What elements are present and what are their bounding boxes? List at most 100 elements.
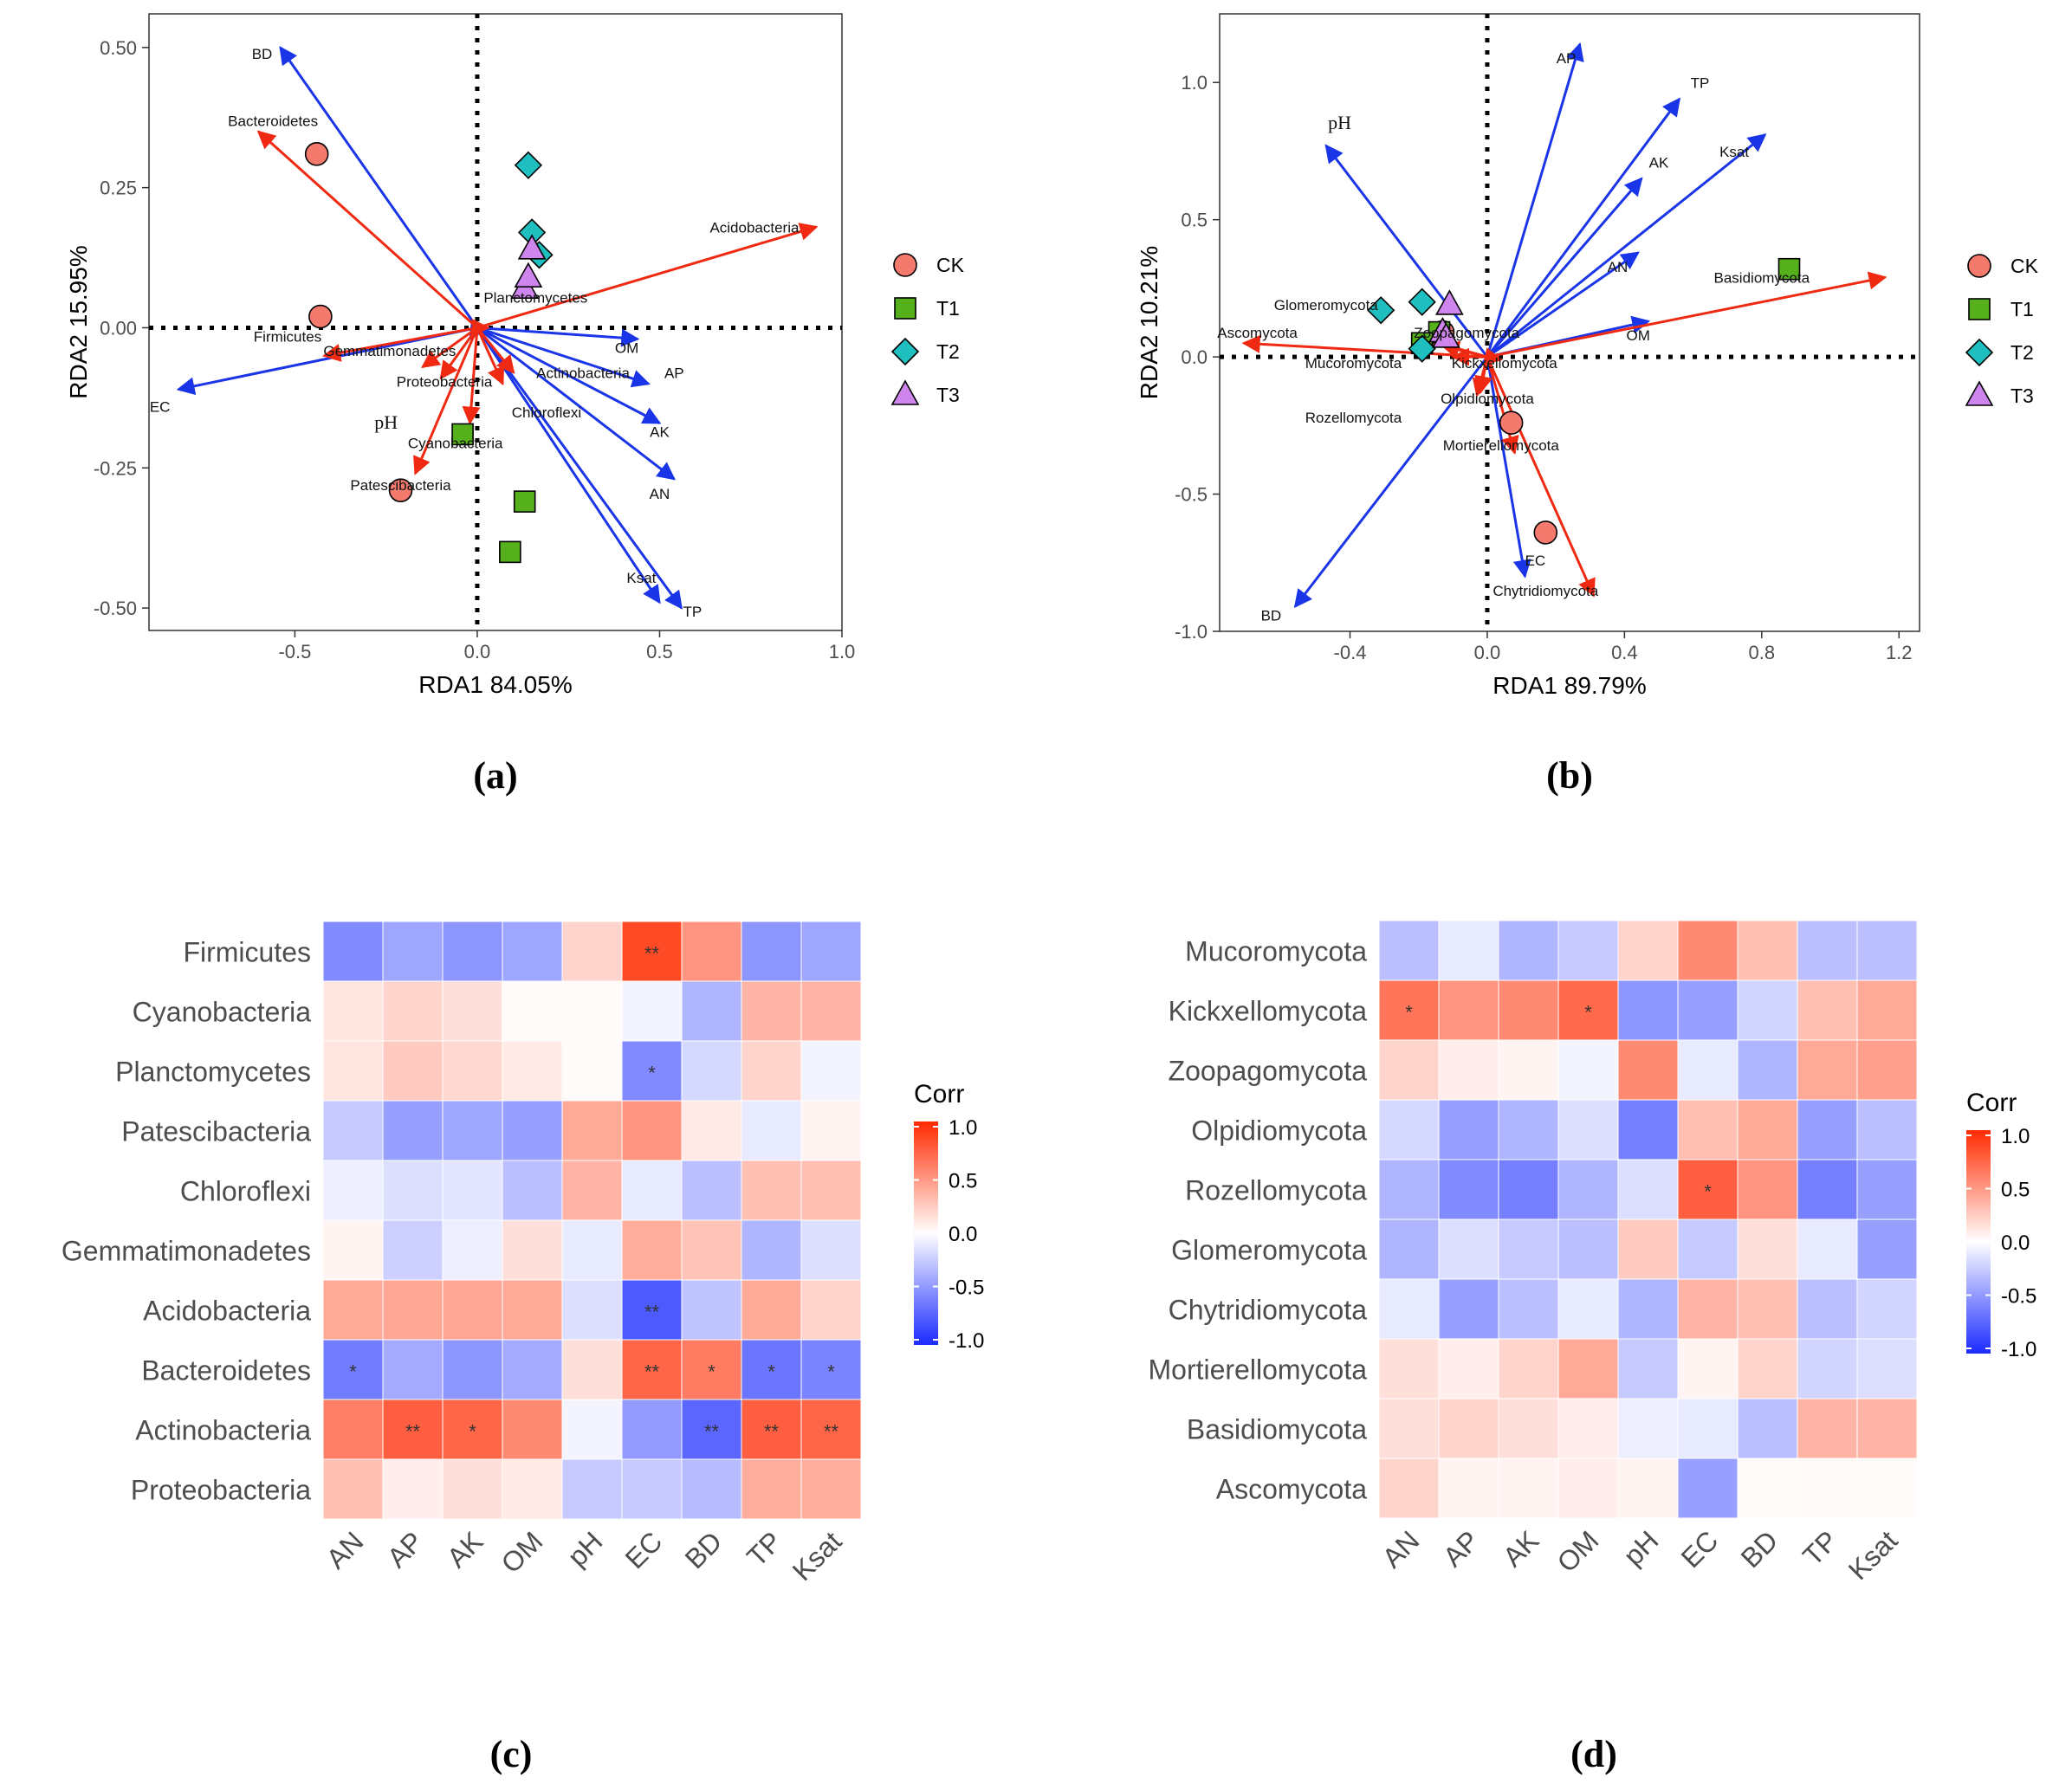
x-tick-label: -0.4 bbox=[1334, 642, 1367, 663]
panel-label: (c) bbox=[490, 1733, 533, 1775]
legend-title: Corr bbox=[914, 1080, 964, 1109]
taxa-label-rozellomycota: Rozellomycota bbox=[1305, 410, 1402, 426]
legend-label-ck: CK bbox=[2010, 255, 2039, 277]
env-label-ec: EC bbox=[1525, 553, 1546, 569]
heat-cell-mucoromycota-ksat bbox=[1856, 920, 1918, 981]
heat-cell-firmicutes-ak bbox=[442, 921, 503, 982]
heat-cell-mortierellomycota-bd bbox=[1737, 1338, 1798, 1399]
heat-cell-chytridiomycota-ap bbox=[1438, 1278, 1499, 1340]
heat-cell-bacteroidetes-ap bbox=[382, 1339, 444, 1400]
significance-mark: * bbox=[1405, 1002, 1413, 1024]
legend-label-t2: T2 bbox=[2010, 341, 2034, 364]
heat-cell-firmicutes-ec bbox=[621, 921, 683, 982]
y-tick-label: 1.0 bbox=[1181, 72, 1208, 94]
x-tick-label: 1.0 bbox=[829, 641, 856, 663]
heat-cell-mucoromycota-an bbox=[1378, 920, 1440, 981]
heat-cell-proteobacteria-bd bbox=[681, 1458, 742, 1520]
row-label-gemmatimonadetes: Gemmatimonadetes bbox=[62, 1236, 311, 1267]
heat-cell-chytridiomycota-ak bbox=[1498, 1278, 1559, 1340]
heat-cell-chloroflexi-tp bbox=[741, 1160, 802, 1221]
significance-mark: * bbox=[767, 1361, 775, 1383]
env-label-an: AN bbox=[650, 486, 670, 502]
significance-mark: ** bbox=[644, 1302, 660, 1323]
x-tick-label: 0.8 bbox=[1749, 642, 1776, 663]
heat-cell-ascomycota-om bbox=[1557, 1458, 1619, 1519]
col-label-ak: AK bbox=[1497, 1524, 1545, 1573]
x-tick-label: 0.4 bbox=[1611, 642, 1638, 663]
heat-cell-rozellomycota-an bbox=[1378, 1159, 1440, 1220]
col-label-ksat: Ksat bbox=[1842, 1524, 1904, 1586]
heat-cell-basidiomycota-ph bbox=[1617, 1398, 1679, 1459]
col-label-ph: pH bbox=[561, 1525, 608, 1572]
heat-cell-mortierellomycota-tp bbox=[1797, 1338, 1858, 1399]
heat-cell-bacteroidetes-ph bbox=[561, 1339, 623, 1400]
heat-cell-chytridiomycota-an bbox=[1378, 1278, 1440, 1340]
heat-cell-chloroflexi-bd bbox=[681, 1160, 742, 1221]
heat-cell-olpidiomycota-ak bbox=[1498, 1099, 1559, 1160]
heat-cell-planctomycetes-ak bbox=[442, 1040, 503, 1102]
env-label-tp: TP bbox=[1691, 75, 1710, 92]
heat-cell-cyanobacteria-ak bbox=[442, 980, 503, 1042]
taxa-arrow-mortierellomycota bbox=[1486, 356, 1519, 456]
heat-cell-basidiomycota-ec bbox=[1677, 1398, 1739, 1459]
heat-cell-mortierellomycota-ksat bbox=[1856, 1338, 1918, 1399]
heat-cell-chloroflexi-ec bbox=[621, 1160, 683, 1221]
row-label-planctomycetes: Planctomycetes bbox=[115, 1057, 311, 1088]
heat-cell-ascomycota-ksat bbox=[1856, 1458, 1918, 1519]
taxa-label-planctomycetes: Planctomycetes bbox=[483, 289, 587, 306]
heat-cell-zoopagomycota-ph bbox=[1617, 1039, 1679, 1101]
heat-cell-chytridiomycota-ksat bbox=[1856, 1278, 1918, 1340]
heat-cell-ascomycota-tp bbox=[1797, 1458, 1858, 1519]
heat-cell-gemmatimonadetes-ap bbox=[382, 1219, 444, 1281]
taxa-label-chloroflexi: Chloroflexi bbox=[512, 404, 581, 421]
taxa-arrow-patescibacteria bbox=[413, 326, 479, 475]
heat-cell-planctomycetes-ec bbox=[621, 1040, 683, 1102]
env-arrow-ph bbox=[1324, 144, 1489, 359]
heat-cell-chytridiomycota-tp bbox=[1797, 1278, 1858, 1340]
row-label-mucoromycota: Mucoromycota bbox=[1185, 936, 1367, 967]
heat-cell-acidobacteria-ph bbox=[561, 1279, 623, 1341]
taxa-arrow-bacteroidetes bbox=[256, 130, 478, 329]
heat-cell-actinobacteria-ak bbox=[442, 1399, 503, 1460]
heat-cell-chytridiomycota-ec bbox=[1677, 1278, 1739, 1340]
colorbar-tick-label: -0.5 bbox=[2001, 1285, 2036, 1309]
legend-key-t1 bbox=[894, 297, 916, 320]
heat-cell-basidiomycota-ap bbox=[1438, 1398, 1499, 1459]
panel-label: (b) bbox=[1546, 754, 1593, 797]
heat-cell-bacteroidetes-ec bbox=[621, 1339, 683, 1400]
point-t3 bbox=[1435, 289, 1464, 315]
heat-cell-gemmatimonadetes-ak bbox=[442, 1219, 503, 1281]
point-t3 bbox=[1432, 322, 1460, 348]
heat-cell-chytridiomycota-om bbox=[1557, 1278, 1619, 1340]
env-label-ap: AP bbox=[1557, 50, 1577, 67]
significance-mark: * bbox=[1584, 1002, 1592, 1024]
heat-cell-rozellomycota-ap bbox=[1438, 1159, 1499, 1220]
env-label-ec: EC bbox=[150, 399, 171, 416]
heat-cell-actinobacteria-ksat bbox=[800, 1399, 862, 1460]
taxa-label-kickxellomycota: Kickxellomycota bbox=[1452, 355, 1557, 372]
y-tick-label: 0.0 bbox=[1181, 346, 1208, 368]
legend-label-t3: T3 bbox=[2010, 385, 2034, 407]
heat-cell-rozellomycota-ksat bbox=[1856, 1159, 1918, 1220]
heat-cell-cyanobacteria-bd bbox=[681, 980, 742, 1042]
env-label-ph: pH bbox=[374, 411, 398, 433]
env-arrow-an bbox=[1486, 251, 1640, 359]
heat-cell-actinobacteria-an bbox=[322, 1399, 384, 1460]
heat-cell-mortierellomycota-ap bbox=[1438, 1338, 1499, 1399]
colorbar-tick-label: 0.5 bbox=[949, 1170, 977, 1193]
env-arrow-ksat bbox=[1486, 133, 1767, 359]
point-ck bbox=[304, 142, 329, 166]
colorbar-tick-label: 1.0 bbox=[949, 1116, 977, 1140]
heat-cell-actinobacteria-om bbox=[502, 1399, 563, 1460]
legend-key-t3 bbox=[890, 379, 920, 405]
env-arrow-tp bbox=[476, 326, 683, 610]
colorbar-tick-label: -1.0 bbox=[949, 1329, 984, 1353]
heat-cell-cyanobacteria-om bbox=[502, 980, 563, 1042]
taxa-arrow-chytridiomycota bbox=[1486, 356, 1596, 598]
col-label-tp: TP bbox=[741, 1525, 787, 1572]
taxa-label-gemmatimonadetes: Gemmatimonadetes bbox=[323, 343, 456, 359]
heat-cell-kickxellomycota-tp bbox=[1797, 979, 1858, 1041]
env-arrow-tp bbox=[1486, 97, 1680, 359]
y-tick-label: -0.50 bbox=[94, 598, 137, 619]
